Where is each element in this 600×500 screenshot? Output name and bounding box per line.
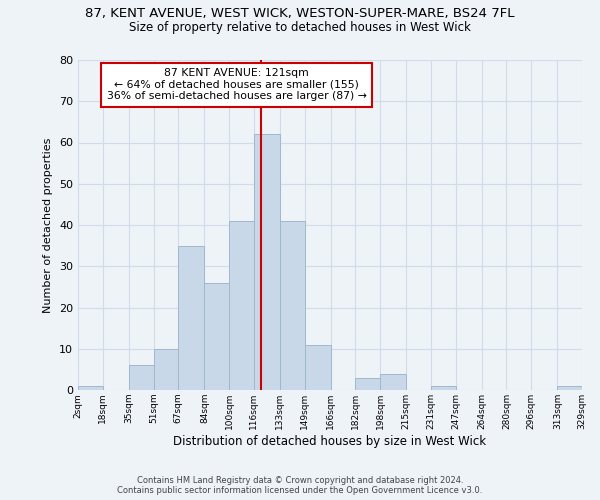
Bar: [78, 386, 103, 390]
Text: 87 KENT AVENUE: 121sqm
← 64% of detached houses are smaller (155)
36% of semi-de: 87 KENT AVENUE: 121sqm ← 64% of detached…: [107, 68, 367, 102]
Bar: [205, 283, 229, 390]
Bar: [229, 221, 254, 390]
Text: 87, KENT AVENUE, WEST WICK, WESTON-SUPER-MARE, BS24 7FL: 87, KENT AVENUE, WEST WICK, WESTON-SUPER…: [85, 8, 515, 20]
X-axis label: Distribution of detached houses by size in West Wick: Distribution of detached houses by size …: [173, 434, 487, 448]
Bar: [431, 386, 455, 390]
Bar: [380, 374, 406, 390]
Text: Contains HM Land Registry data © Crown copyright and database right 2024.
Contai: Contains HM Land Registry data © Crown c…: [118, 476, 482, 495]
Bar: [254, 134, 280, 390]
Bar: [154, 349, 178, 390]
Bar: [280, 221, 305, 390]
Bar: [305, 344, 331, 390]
Bar: [557, 386, 582, 390]
Bar: [355, 378, 380, 390]
Bar: [178, 246, 205, 390]
Y-axis label: Number of detached properties: Number of detached properties: [43, 138, 53, 312]
Bar: [129, 365, 154, 390]
Text: Size of property relative to detached houses in West Wick: Size of property relative to detached ho…: [129, 21, 471, 34]
